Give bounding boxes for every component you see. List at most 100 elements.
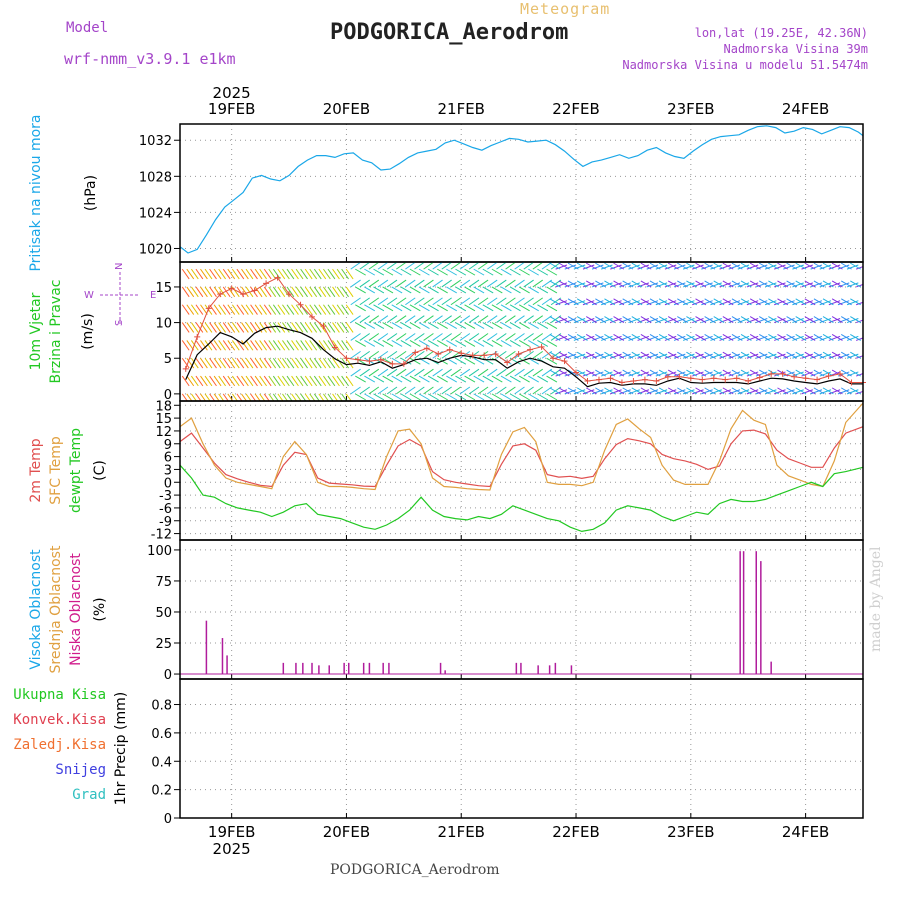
wind-barb: [810, 300, 823, 306]
wind-barb: [345, 393, 352, 401]
wind-barb: [737, 335, 750, 341]
wind-barb: [464, 304, 476, 312]
wind-barb: [491, 322, 503, 330]
wind-barb: [555, 389, 568, 395]
wind-barb: [601, 264, 613, 270]
wind-barb: [332, 322, 340, 333]
y-tick-label: 12: [155, 425, 172, 440]
wind-barb: [450, 297, 462, 306]
wind-barb: [622, 333, 634, 341]
wind-barb: [719, 371, 732, 377]
wind-barb: [795, 387, 807, 395]
wind-barb: [213, 393, 220, 401]
wind-barb: [701, 371, 713, 377]
wind-barb: [218, 322, 226, 333]
wind-barb: [582, 371, 595, 377]
wind-barb: [309, 357, 318, 369]
wind-barb: [528, 286, 539, 294]
wind-barb: [591, 318, 604, 324]
wind-barb: [386, 350, 398, 359]
wind-barb: [610, 282, 622, 288]
wind-barb: [222, 375, 231, 387]
wind-barb: [613, 316, 625, 324]
wind-barb: [423, 297, 434, 306]
wind-barb: [695, 316, 707, 324]
wind-barb: [692, 318, 704, 324]
wind-barb: [355, 286, 366, 294]
wind-barb: [195, 322, 204, 333]
wind-barb: [446, 393, 458, 401]
station-title: PODGORICA_Aerodrom: [330, 20, 569, 45]
y-tick-label: 9: [164, 438, 172, 453]
wind-barb: [564, 353, 577, 359]
wind-barb: [777, 351, 789, 359]
wind-barb: [759, 298, 770, 306]
wind-gust-marker: [687, 375, 694, 382]
wind-barb: [622, 298, 634, 306]
wind-barb: [414, 368, 425, 377]
wind-barb: [646, 335, 659, 341]
wind-barb: [231, 268, 240, 280]
wind-barb: [576, 262, 588, 270]
wind-barb: [477, 368, 489, 377]
wind-barb: [409, 393, 421, 401]
y-tick-label: 75: [155, 575, 172, 590]
wind-barb: [446, 322, 458, 330]
wind-barb: [673, 335, 686, 341]
wind-barb: [382, 375, 394, 383]
wind-barb: [236, 340, 245, 351]
wind-barb: [601, 389, 613, 395]
wind-barb: [418, 322, 430, 330]
wind-barb: [477, 279, 489, 288]
wind-barb: [464, 357, 476, 365]
wind-barb: [837, 353, 850, 359]
wind-barb: [585, 316, 597, 324]
wind-barb: [591, 282, 604, 288]
wind-barb: [473, 304, 485, 312]
wind-barb: [846, 300, 859, 306]
wind-barb: [619, 282, 631, 288]
wind-barb: [382, 339, 394, 347]
wind-barb: [722, 280, 734, 288]
wind-barb: [405, 315, 416, 323]
wind-barb: [795, 298, 807, 306]
wind-barb: [710, 371, 722, 377]
wind-barb: [746, 353, 759, 359]
unit-precip: 1hr Precip (mm): [113, 692, 129, 805]
bottom-day-label: 19FEB: [208, 823, 255, 841]
wind-barb: [327, 357, 336, 369]
wind-barb: [295, 375, 304, 387]
wind-barb: [336, 340, 345, 351]
wind-speed-line: [185, 325, 863, 388]
wind-barb: [209, 375, 217, 387]
wind-barb: [350, 315, 361, 323]
wind-barb: [295, 268, 304, 280]
wind-barb: [200, 268, 208, 280]
top-day-label: 22FEB: [552, 100, 599, 118]
wind-barb: [646, 264, 659, 270]
wind-barb: [341, 393, 348, 401]
wind-barb: [637, 264, 650, 270]
wind-barb: [254, 268, 263, 280]
wind-barb: [505, 350, 516, 359]
y-tick-label: 1024: [139, 206, 172, 221]
wind-barb: [236, 304, 245, 315]
wind-barb: [350, 333, 361, 341]
wind-barb: [759, 387, 770, 395]
wind-barb: [427, 393, 439, 401]
wind-barb: [318, 322, 327, 333]
wind-barb: [400, 339, 412, 347]
wind-barb: [655, 300, 668, 306]
wind-barb: [186, 268, 195, 280]
wind-barb: [710, 282, 722, 288]
bottom-day-label: 20FEB: [323, 823, 370, 841]
wind-barb: [437, 393, 448, 401]
wind-barb: [195, 375, 204, 387]
wind-barb: [282, 322, 290, 333]
wind-barb: [487, 315, 498, 323]
wind-barb: [764, 353, 777, 359]
wind-barb: [455, 268, 467, 276]
wind-gust-marker: [492, 350, 499, 357]
top-day-label: 21FEB: [437, 100, 484, 118]
